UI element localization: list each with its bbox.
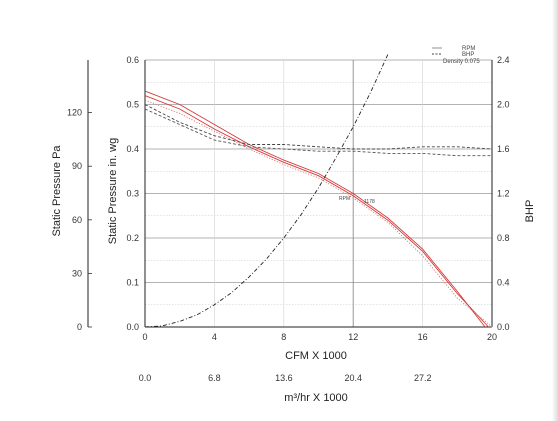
series-line-4	[144, 108, 492, 157]
x-tick-label: 0	[142, 332, 147, 342]
pa-tick-label: 120	[67, 108, 82, 118]
y-tick-label: 0.2	[126, 233, 139, 243]
annotation-rpm: RPM	[339, 196, 350, 202]
series-line-3	[144, 104, 493, 150]
legend-entry-density: Density 0.075	[443, 59, 480, 65]
x-axis-title-metric: m³/hr X 1000	[284, 392, 348, 404]
x-tick-label: 20	[487, 332, 497, 342]
y2-tick-label: 0.4	[497, 278, 510, 288]
y2-tick-label: 0.0	[497, 322, 510, 332]
y2-tick-label: 0.8	[497, 233, 510, 243]
x2-tick-label: 6.8	[208, 373, 221, 383]
y2-axis-title: BHP	[524, 200, 536, 223]
axes-layer	[87, 60, 493, 328]
x2-tick-label: 0.0	[139, 373, 152, 383]
y2-tick-label: 2.4	[497, 55, 510, 65]
x2-tick-label: 20.4	[345, 373, 363, 383]
series-line-0	[144, 90, 486, 328]
x-tick-label: 8	[281, 332, 286, 342]
grid-layer	[144, 59, 493, 328]
y-tick-label: 0.1	[126, 278, 139, 288]
x2-tick-label: 13.6	[275, 373, 293, 383]
x-tick-label: 4	[212, 332, 217, 342]
x2-tick-label: 27.2	[414, 373, 432, 383]
pa-tick-label: 90	[72, 161, 82, 171]
y-tick-label: 0.4	[126, 144, 139, 154]
y-tick-label: 0.0	[126, 322, 139, 332]
y-tick-label: 0.5	[126, 100, 139, 110]
series-layer	[144, 54, 493, 328]
y2-tick-label: 1.6	[497, 144, 510, 154]
pa-tick-label: 0	[77, 322, 82, 332]
y2-tick-label: 1.2	[497, 189, 510, 199]
x2-title-text: m³/hr X 1000	[284, 392, 348, 404]
legend: RPM BHP Density 0.075	[432, 46, 480, 65]
series-line-1	[144, 95, 489, 328]
pa-tick-label: 30	[72, 268, 82, 278]
x-tick-label: 12	[348, 332, 358, 342]
y2-tick-label: 2.0	[497, 100, 510, 110]
x-axis-title: CFM X 1000	[285, 350, 347, 362]
y-axis-title-outer: Static Pressure Pa	[51, 145, 63, 237]
legend-entry-rpm: RPM	[462, 46, 475, 52]
y-axis-title-inner: Static Pressure in. wg	[107, 138, 119, 244]
x-tick-label: 16	[418, 332, 428, 342]
y-tick-label: 0.6	[126, 55, 139, 65]
series-line-2	[144, 99, 493, 328]
series-line-5	[144, 54, 389, 328]
pa-tick-label: 60	[72, 215, 82, 225]
annotation-rpm-value: 1178	[364, 199, 375, 205]
tick-labels: 0.0 0.1 0.2 0.3 0.4 0.5 0.6 0.0 0.4 0.8 1.2 1.6 2.0 2…	[67, 55, 510, 383]
frame-edge	[552, 0, 558, 421]
legend-entry-bhp: BHP	[462, 52, 474, 58]
y-tick-label: 0.3	[126, 189, 139, 199]
